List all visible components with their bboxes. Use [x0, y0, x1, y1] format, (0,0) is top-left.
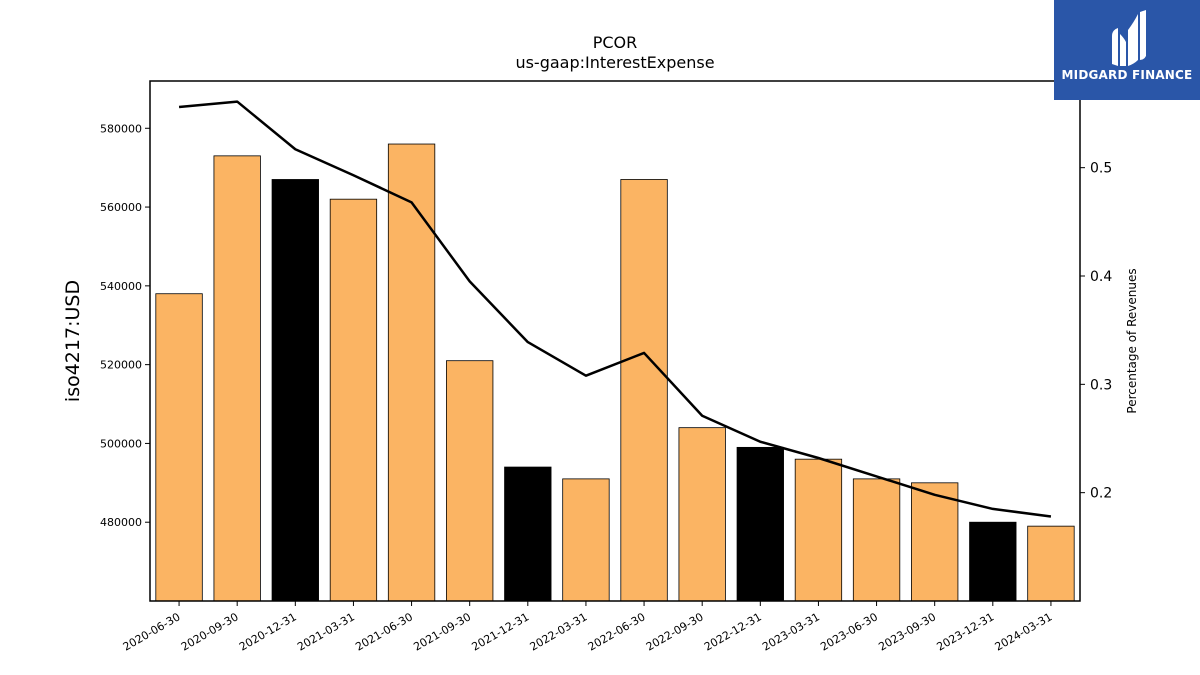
x-tick-label-2020-06-30: 2020-06-30: [121, 610, 183, 653]
x-tick-label-2020-12-31: 2020-12-31: [237, 610, 299, 653]
y2-tick-label-0.5: 0.5: [1090, 161, 1112, 177]
x-tick-label-2021-06-30: 2021-06-30: [353, 610, 415, 653]
y-tick-label-520000: 520000: [100, 359, 142, 372]
y-axis: 480000 500000 520000 540000 560000 580000: [100, 122, 150, 529]
percentage-line: [178, 100, 1052, 518]
y2-tick-label-0.3: 0.3: [1090, 377, 1112, 393]
bar-2022-06-30: [620, 179, 668, 602]
y-tick-label-580000: 580000: [100, 122, 142, 135]
logo-mark-icon: [1112, 10, 1146, 66]
midgard-finance-logo: MIDGARD FINANCE: [1054, 0, 1200, 100]
x-tick-label-2023-09-30: 2023-09-30: [876, 610, 938, 653]
x-tick-label-2022-03-31: 2022-03-31: [528, 610, 590, 653]
bar-2020-12-31: [271, 179, 319, 602]
bar-2020-06-30: [155, 293, 203, 602]
x-tick-label-2022-12-31: 2022-12-31: [702, 610, 764, 653]
bar-2024-03-31: [1027, 525, 1075, 602]
bars-group: [155, 143, 1075, 602]
x-tick-label-2022-06-30: 2022-06-30: [586, 610, 648, 653]
y-tick-label-560000: 560000: [100, 201, 142, 214]
chart-title: PCOR: [593, 33, 638, 52]
y2-tick-label-0.2: 0.2: [1090, 486, 1112, 502]
y-axis-label: iso4217:USD: [62, 280, 84, 402]
x-tick-label-2023-06-30: 2023-06-30: [818, 610, 880, 653]
line-group: [178, 100, 1052, 518]
plot-frame: [149, 80, 1081, 602]
y2-axis-label: Percentage of Revenues: [1125, 268, 1139, 413]
bar-2021-03-31: [329, 198, 378, 602]
bar-2020-09-30: [213, 155, 261, 602]
y-tick-label-540000: 540000: [100, 280, 142, 293]
x-tick-label-2020-09-30: 2020-09-30: [179, 610, 241, 653]
bar-2023-12-31: [969, 521, 1017, 602]
bar-2023-03-31: [794, 458, 843, 602]
x-tick-label-2023-03-31: 2023-03-31: [760, 610, 822, 653]
chart-subtitle: us-gaap:InterestExpense: [515, 53, 714, 72]
bar-2023-09-30: [911, 482, 959, 602]
x-tick-label-2022-09-30: 2022-09-30: [644, 610, 706, 653]
x-tick-label-2023-12-31: 2023-12-31: [934, 610, 996, 653]
y2-tick-label-0.4: 0.4: [1090, 269, 1112, 285]
x-tick-label-2021-09-30: 2021-09-30: [411, 610, 473, 653]
y2-axis: 0.2 0.3 0.4 0.5: [1080, 161, 1112, 502]
bar-2022-12-31: [736, 446, 784, 602]
y-tick-label-480000: 480000: [100, 516, 142, 529]
x-axis: 2020-06-302020-09-302020-12-312021-03-31…: [121, 601, 1055, 654]
bar-2021-06-30: [387, 143, 436, 602]
logo-text: MIDGARD FINANCE: [1061, 68, 1193, 82]
x-tick-label-2021-03-31: 2021-03-31: [295, 610, 357, 653]
bar-2023-06-30: [852, 478, 901, 602]
x-tick-label-2021-12-31: 2021-12-31: [469, 610, 531, 653]
bar-2021-09-30: [446, 360, 494, 602]
x-tick-label-2024-03-31: 2024-03-31: [993, 610, 1055, 653]
bar-2022-03-31: [562, 478, 610, 602]
y-tick-label-500000: 500000: [100, 437, 142, 450]
bar-2021-12-31: [504, 466, 552, 602]
bar-2022-09-30: [678, 427, 726, 602]
